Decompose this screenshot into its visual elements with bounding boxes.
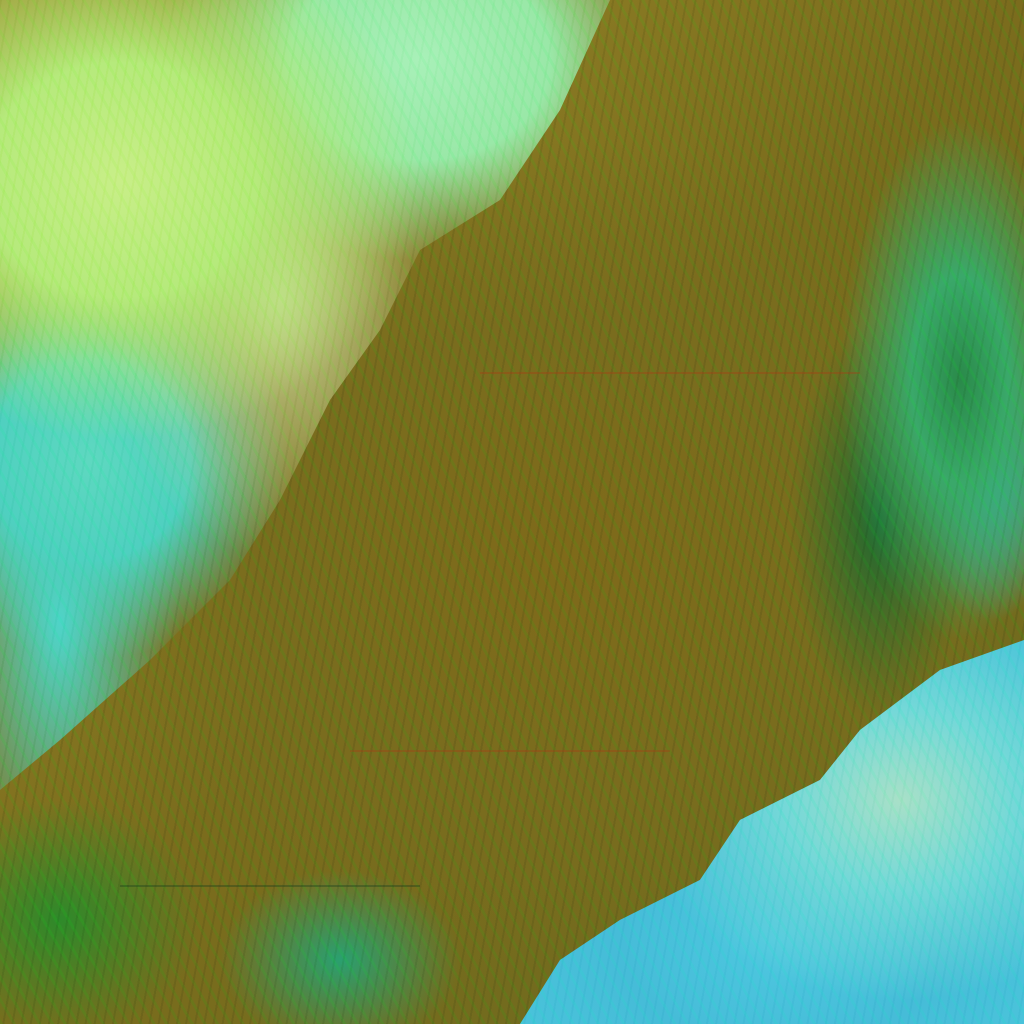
scan-artifact — [120, 885, 420, 887]
scan-artifact — [480, 372, 860, 374]
scan-artifact — [350, 750, 670, 752]
